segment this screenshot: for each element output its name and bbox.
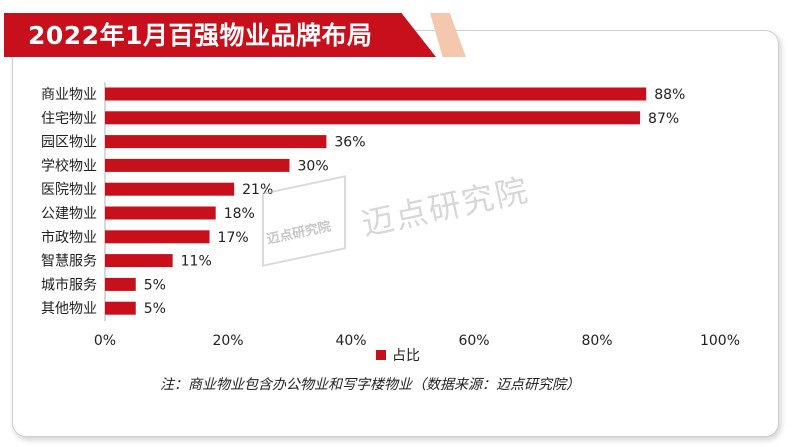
bar [105,135,327,149]
bar [105,206,216,220]
bar [105,301,136,315]
bar [105,158,290,172]
bar [105,230,210,244]
category-label: 医院物业 [41,182,97,198]
data-label: 36% [334,135,365,151]
x-tick-label: 100% [700,333,740,349]
x-tick-label: 40% [335,333,366,349]
bar [105,277,136,291]
chart-title: 2022年1月百强物业品牌布局 [28,21,373,50]
data-label: 5% [144,277,166,293]
bar [105,182,235,196]
data-label: 21% [242,182,273,198]
category-label: 园区物业 [41,135,97,151]
data-label: 11% [181,254,212,270]
footnote: 注：商业物业包含办公物业和写字楼物业（数据来源：迈点研究院） [160,377,580,393]
category-label: 市政物业 [41,229,97,246]
category-label: 住宅物业 [41,111,97,127]
category-label: 商业物业 [41,87,97,103]
bar [105,87,647,101]
category-label: 其他物业 [41,301,97,317]
data-label: 18% [224,206,255,222]
bar [105,111,641,125]
legend-label: 占比 [392,348,420,364]
data-label: 17% [218,230,249,246]
category-label: 学校物业 [41,157,97,174]
category-label: 城市服务 [41,276,97,293]
data-label: 30% [298,158,329,174]
data-label: 87% [648,111,679,127]
title-banner [4,13,436,57]
x-tick-label: 60% [458,333,489,349]
legend-swatch [376,350,386,360]
data-label: 5% [144,301,166,317]
legend: 占比 [376,345,420,365]
category-label: 公建物业 [41,206,97,222]
data-label: 88% [654,87,685,103]
category-label: 智慧服务 [41,254,97,270]
x-tick-label: 20% [212,333,243,349]
x-tick-label: 0% [94,333,116,349]
bar [105,254,173,268]
x-tick-label: 80% [581,333,612,349]
